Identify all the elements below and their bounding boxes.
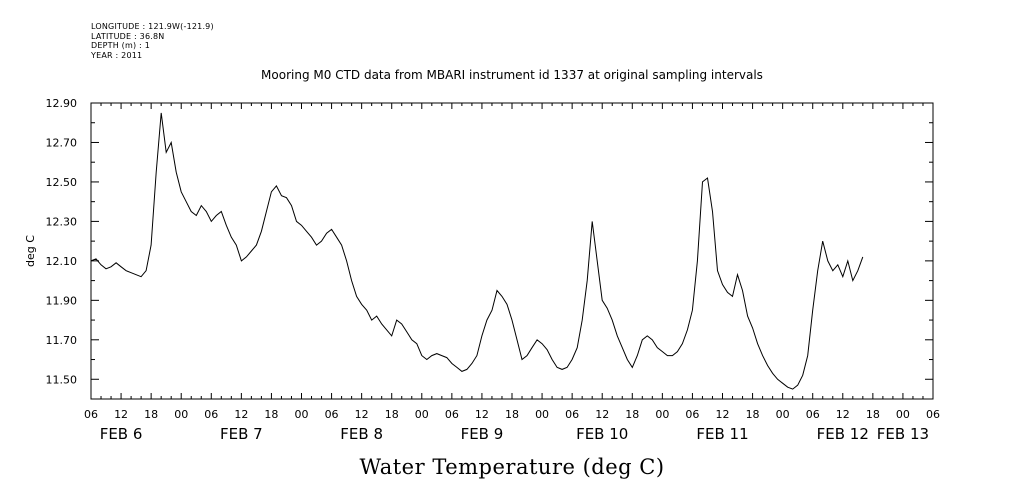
date-label: FEB 12 — [817, 425, 869, 443]
y-tick-label: 11.50 — [46, 373, 78, 386]
y-tick-label: 12.50 — [46, 176, 78, 189]
x-tick-label: 18 — [385, 408, 399, 421]
x-tick-label: 06 — [926, 408, 940, 421]
x-tick-label: 06 — [325, 408, 339, 421]
chart-title: Mooring M0 CTD data from MBARI instrumen… — [261, 68, 763, 82]
water-temperature-line — [90, 112, 864, 390]
date-label: FEB 7 — [220, 425, 263, 443]
x-tick-label: 00 — [655, 408, 669, 421]
x-tick-label: 06 — [84, 408, 98, 421]
date-label: FEB 8 — [340, 425, 383, 443]
y-tick-label: 11.90 — [46, 294, 78, 307]
date-labels: FEB 6 FEB 7 FEB 8 FEB 9 FEB 10 FEB 11 FEB 12 FE… — [100, 425, 929, 443]
axis-ticks — [90, 102, 934, 400]
station-metadata: LONGITUDE : 121.9W(-121.9) LATITUDE : 36… — [91, 22, 214, 60]
x-tick-label: 06 — [685, 408, 699, 421]
x-tick-label: 00 — [174, 408, 188, 421]
x-tick-label: 18 — [866, 408, 880, 421]
date-label: FEB 10 — [576, 425, 628, 443]
x-tick-label: 12 — [114, 408, 128, 421]
x-tick-label: 00 — [776, 408, 790, 421]
x-tick-label: 06 — [806, 408, 820, 421]
x-tick-label: 00 — [535, 408, 549, 421]
y-tick-label: 12.70 — [46, 136, 78, 149]
x-tick-label: 12 — [234, 408, 248, 421]
x-tick-label: 06 — [445, 408, 459, 421]
x-tick-labels: 06 12 18 00 06 12 18 00 06 12 18 00 06 12 18 00 06 12 18 00… — [84, 408, 940, 421]
x-tick-label: 12 — [716, 408, 730, 421]
x-tick-label: 18 — [505, 408, 519, 421]
x-tick-label: 06 — [565, 408, 579, 421]
y-tick-labels: 11.50 11.70 11.90 12.10 12.30 12.50 12.70 12.90 — [46, 97, 78, 386]
longitude-label: LONGITUDE : 121.9W(-121.9) — [91, 22, 214, 31]
y-axis-label: deg C — [24, 235, 37, 267]
date-label: FEB 9 — [461, 425, 504, 443]
depth-label: DEPTH (m) : 1 — [91, 41, 150, 50]
x-tick-label: 06 — [204, 408, 218, 421]
latitude-label: LATITUDE : 36.8N — [91, 31, 165, 41]
y-tick-label: 12.10 — [46, 255, 78, 268]
x-tick-label: 12 — [836, 408, 850, 421]
x-tick-label: 12 — [475, 408, 489, 421]
y-tick-label: 12.90 — [46, 97, 78, 110]
date-label: FEB 11 — [696, 425, 748, 443]
year-label: YEAR : 2011 — [91, 50, 143, 60]
x-tick-label: 00 — [295, 408, 309, 421]
date-label: FEB 6 — [100, 425, 143, 443]
plot-frame — [90, 102, 934, 400]
y-tick-label: 12.30 — [46, 215, 78, 228]
y-tick-label: 11.70 — [46, 334, 78, 347]
x-tick-label: 00 — [896, 408, 910, 421]
x-tick-label: 00 — [415, 408, 429, 421]
x-tick-label: 18 — [144, 408, 158, 421]
x-tick-label: 12 — [355, 408, 369, 421]
x-tick-label: 18 — [264, 408, 278, 421]
x-tick-label: 12 — [595, 408, 609, 421]
date-label: FEB 13 — [877, 425, 929, 443]
x-tick-label: 18 — [746, 408, 760, 421]
x-axis-title: Water Temperature (deg C) — [359, 455, 664, 479]
x-tick-label: 18 — [625, 408, 639, 421]
